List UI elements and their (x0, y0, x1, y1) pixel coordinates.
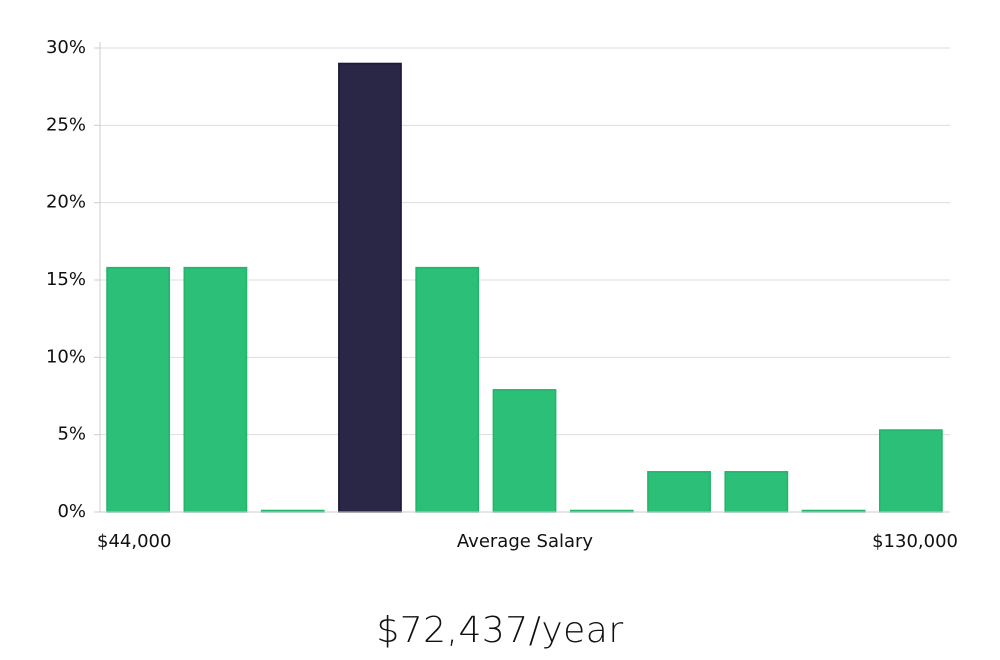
bars (106, 62, 943, 513)
histogram-bar (647, 471, 711, 513)
y-tick-label: 25% (46, 114, 86, 135)
y-tick-label: 0% (57, 501, 86, 522)
histogram-bar (415, 266, 480, 513)
y-tick-label: 20% (46, 192, 86, 213)
y-tick-label: 15% (46, 269, 86, 290)
x-axis-title: Average Salary (457, 531, 594, 552)
average-salary-value: $72,437/year (376, 610, 624, 651)
histogram-bar (724, 471, 789, 513)
histogram-bar (106, 266, 171, 513)
x-min-label: $44,000 (97, 531, 171, 552)
y-tick-labels: 0% 5% 10% 15% 20% 25% 30% (46, 37, 100, 522)
histogram-bar (878, 429, 943, 513)
y-tick-label: 10% (46, 346, 86, 367)
histogram-bar-highlighted (338, 62, 402, 513)
histogram-bar (492, 389, 557, 513)
histogram-bar (183, 266, 248, 513)
x-max-label: $130,000 (872, 531, 958, 552)
y-tick-label: 30% (46, 37, 86, 58)
y-tick-label: 5% (57, 424, 86, 445)
